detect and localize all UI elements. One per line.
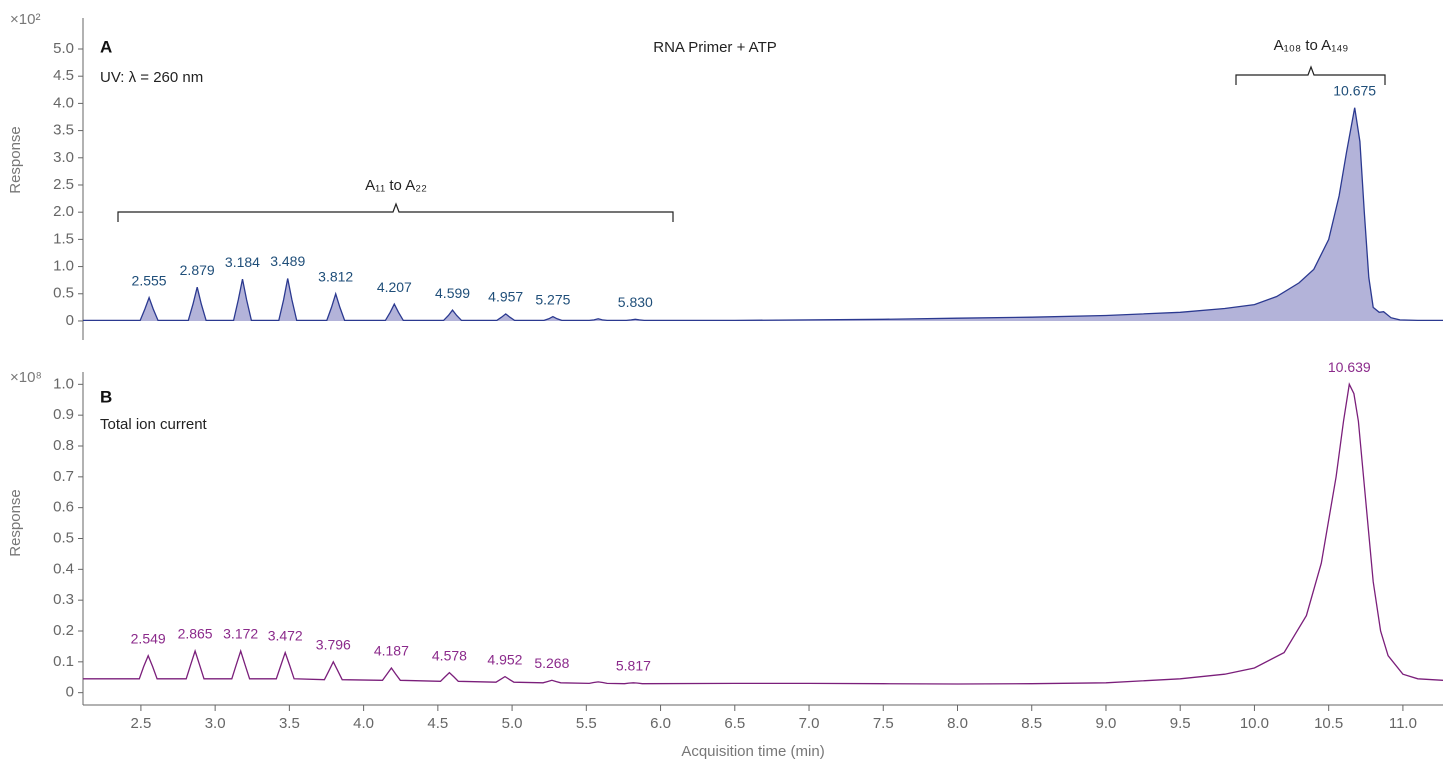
peak-label: 4.207 xyxy=(377,279,412,295)
y-tick-label: 4.5 xyxy=(53,67,74,84)
y-tick-label: 0.8 xyxy=(53,437,74,454)
x-tick-label: 9.0 xyxy=(1096,715,1117,732)
bracket-label: A₁₁ to A₂₂ xyxy=(365,177,427,194)
x-tick-label: 3.0 xyxy=(205,715,226,732)
y-tick-label: 0.4 xyxy=(53,560,74,577)
y-tick-label: 0.6 xyxy=(53,499,74,516)
y-tick-label: 3.0 xyxy=(53,149,74,166)
y-tick-label: 2.5 xyxy=(53,176,74,193)
trace-area xyxy=(83,107,1443,321)
x-tick-label: 2.5 xyxy=(130,715,151,732)
x-tick-label: 9.5 xyxy=(1170,715,1191,732)
y-tick-label: 4.0 xyxy=(53,94,74,111)
y-tick-label: 2.0 xyxy=(53,203,74,220)
y-tick-label: 1.0 xyxy=(53,375,74,392)
x-tick-label: 8.5 xyxy=(1021,715,1042,732)
chart-title: RNA Primer + ATP xyxy=(653,39,777,56)
peak-label: 3.184 xyxy=(225,254,260,270)
y-tick-label: 1.0 xyxy=(53,258,74,275)
y-tick-label: 0 xyxy=(66,312,74,329)
peak-label: 4.599 xyxy=(435,285,470,301)
y-multiplier: ×10⁸ xyxy=(10,369,42,386)
x-tick-label: 10.5 xyxy=(1314,715,1343,732)
y-tick-label: 0 xyxy=(66,684,74,701)
panel-label: A xyxy=(100,37,112,56)
x-tick-label: 10.0 xyxy=(1240,715,1269,732)
peak-label: 3.796 xyxy=(316,637,351,653)
x-tick-label: 7.0 xyxy=(799,715,820,732)
peak-label: 5.817 xyxy=(616,658,651,674)
y-axis-label: Response xyxy=(7,126,24,194)
panel-subtitle: Total ion current xyxy=(100,416,208,433)
y-axis-label: Response xyxy=(7,489,24,557)
y-tick-label: 0.9 xyxy=(53,406,74,423)
x-tick-label: 3.5 xyxy=(279,715,300,732)
y-tick-label: 0.2 xyxy=(53,622,74,639)
peak-label: 4.578 xyxy=(432,647,467,663)
peak-label: 2.865 xyxy=(178,626,213,642)
panel-label: B xyxy=(100,387,112,406)
x-tick-label: 6.5 xyxy=(724,715,745,732)
x-tick-label: 4.0 xyxy=(353,715,374,732)
panel-b-text: ×10⁸ B Total ion current Response Acquis… xyxy=(7,369,825,760)
trace-line xyxy=(83,382,1443,685)
x-tick-label: 11.0 xyxy=(1389,715,1417,732)
y-tick-label: 0.5 xyxy=(53,285,74,302)
x-tick-label: 4.5 xyxy=(427,715,448,732)
peak-label: 2.879 xyxy=(180,262,215,278)
x-tick-label: 6.0 xyxy=(650,715,671,732)
x-tick-label: 5.5 xyxy=(576,715,597,732)
y-tick-label: 0.1 xyxy=(53,653,74,670)
peak-label: 4.957 xyxy=(488,289,523,305)
x-tick-label: 8.0 xyxy=(947,715,968,732)
peak-label: 2.549 xyxy=(131,630,166,646)
y-multiplier: ×10² xyxy=(10,11,40,28)
y-tick-label: 3.5 xyxy=(53,122,74,139)
peak-label: 3.812 xyxy=(318,268,353,284)
panel-subtitle: UV: λ = 260 nm xyxy=(100,69,203,86)
y-tick-label: 1.5 xyxy=(53,230,74,247)
bracket xyxy=(117,202,674,222)
peak-label: 3.472 xyxy=(268,627,303,643)
y-tick-label: 0.5 xyxy=(53,529,74,546)
peak-label: 10.675 xyxy=(1333,82,1376,98)
y-tick-label: 0.7 xyxy=(53,468,74,485)
y-tick-label: 5.0 xyxy=(53,40,74,57)
peak-label: 2.555 xyxy=(132,272,167,288)
peak-label: 4.952 xyxy=(487,651,522,667)
peak-label: 5.275 xyxy=(535,291,570,307)
peak-label: 3.489 xyxy=(270,253,305,269)
x-tick-label: 7.5 xyxy=(873,715,894,732)
x-axis-label: Acquisition time (min) xyxy=(681,743,824,760)
y-tick-label: 0.3 xyxy=(53,591,74,608)
peak-label: 3.172 xyxy=(223,626,258,642)
bracket xyxy=(1235,65,1386,85)
panel-a-text: ×10² A UV: λ = 260 nm RNA Primer + ATP R… xyxy=(7,11,1386,222)
trace-line xyxy=(83,107,1443,322)
bracket-label: A₁₀₈ to A₁₄₉ xyxy=(1274,37,1349,54)
peak-label: 5.268 xyxy=(534,655,569,671)
peak-label: 10.639 xyxy=(1328,359,1371,375)
peak-label: 5.830 xyxy=(618,294,653,310)
x-tick-label: 5.0 xyxy=(502,715,523,732)
peak-label: 4.187 xyxy=(374,643,409,659)
